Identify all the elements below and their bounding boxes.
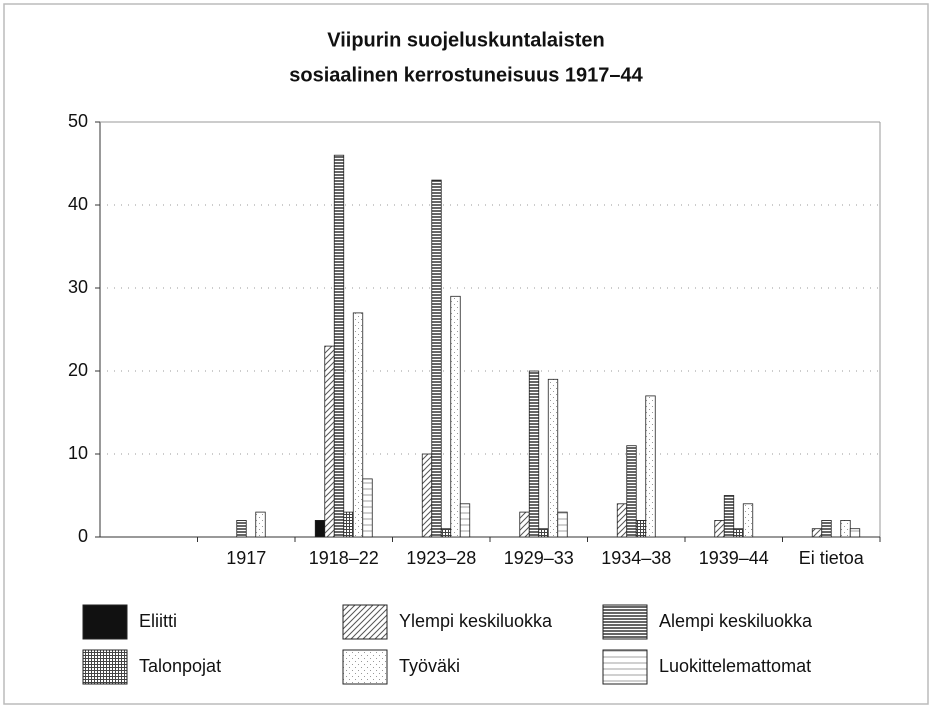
bar <box>626 445 637 538</box>
legend-label: Työväki <box>399 656 460 676</box>
bar <box>538 528 549 538</box>
chart-title: sosiaalinen kerrostuneisuus 1917–44 <box>289 64 643 86</box>
bar <box>362 478 373 538</box>
bar <box>723 495 735 538</box>
bar <box>840 520 851 538</box>
bar <box>528 370 540 538</box>
bar <box>314 520 326 538</box>
bar <box>343 511 354 538</box>
x-tick-label: 1918–22 <box>309 548 379 568</box>
x-tick-label: 1917 <box>226 548 266 568</box>
bar <box>324 345 335 538</box>
y-tick-label: 20 <box>68 360 88 380</box>
bar <box>255 511 266 538</box>
y-tick-label: 40 <box>68 194 88 214</box>
legend-swatch <box>342 649 388 685</box>
chart-title: Viipurin suojeluskuntalaisten <box>327 29 604 51</box>
bar <box>519 511 530 538</box>
bar <box>431 179 442 538</box>
bar <box>733 528 744 538</box>
bar <box>440 528 452 538</box>
legend-swatch <box>602 649 648 685</box>
frame <box>3 3 929 705</box>
bar <box>333 154 345 538</box>
bar <box>849 528 861 538</box>
bar <box>616 503 628 538</box>
legend-swatch <box>602 604 648 640</box>
bar <box>742 503 754 538</box>
bar <box>645 395 656 538</box>
legend-swatch <box>82 649 128 685</box>
legend-label: Luokittelemattomat <box>659 656 811 676</box>
legend-label: Eliitti <box>139 611 177 631</box>
legend-label: Alempi keskiluokka <box>659 611 813 631</box>
legend-swatch <box>342 604 388 640</box>
bar <box>811 528 823 538</box>
x-tick-label: 1939–44 <box>699 548 769 568</box>
bar <box>352 312 364 538</box>
bar <box>459 503 471 538</box>
bar <box>450 295 461 538</box>
x-tick-label: 1929–33 <box>504 548 574 568</box>
x-tick-label: 1923–28 <box>406 548 476 568</box>
legend-label: Ylempi keskiluokka <box>399 611 553 631</box>
x-tick-label: Ei tietoa <box>799 548 865 568</box>
y-tick-label: 50 <box>68 111 88 131</box>
bar <box>557 511 568 538</box>
y-tick-label: 30 <box>68 277 88 297</box>
bar <box>236 520 247 538</box>
legend-swatch <box>82 604 128 640</box>
bar <box>421 453 433 538</box>
bar <box>714 520 725 538</box>
bar <box>821 520 832 538</box>
bar <box>635 520 647 538</box>
y-tick-label: 10 <box>68 443 88 463</box>
legend-label: Talonpojat <box>139 656 221 676</box>
y-tick-label: 0 <box>78 526 88 546</box>
x-tick-label: 1934–38 <box>601 548 671 568</box>
bar <box>547 378 559 538</box>
